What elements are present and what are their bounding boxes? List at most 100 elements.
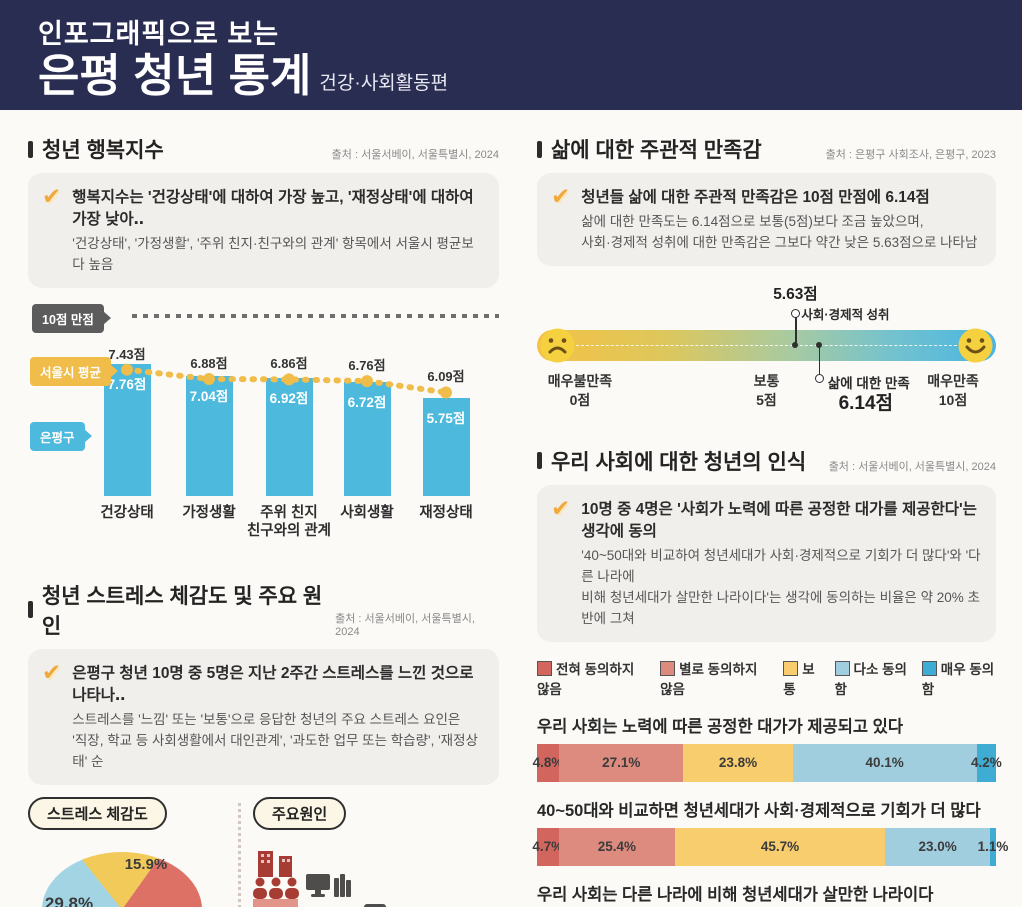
perception-callout-text: 10명 중 4명은 '사회가 노력에 따른 공정한 대가를 제공한다'는 생각에… — [581, 497, 982, 630]
happy-face-icon — [957, 327, 994, 364]
category-label: 건강상태 — [100, 504, 154, 521]
happiness-title-text: 청년 행복지수 — [42, 139, 164, 162]
marker-value: 5.63점 — [773, 285, 818, 303]
section-satisfaction: 삶에 대한 주관적 만족감 출처 : 은평구 사회조사, 은평구, 2023 ✔… — [536, 134, 996, 434]
satisfaction-source: 출처 : 은평구 사회조사, 은평구, 2023 — [825, 149, 996, 161]
stress-section-title: 청년 스트레스 체감도 및 주요 원인 — [28, 580, 335, 640]
legend-item: 보통 — [783, 658, 821, 698]
category-label: 가정생활 — [182, 504, 236, 521]
marker-label: 삶에 대한 만족 — [827, 375, 910, 391]
seoul-avg-label: 7.43점 — [108, 346, 146, 362]
seoul-avg-label: 6.76점 — [348, 357, 386, 373]
bar-value-label: 7.04점 — [189, 389, 229, 405]
satisfaction-title-text: 삶에 대한 주관적 만족감 — [550, 139, 762, 162]
perception-section-header: 우리 사회에 대한 청년의 인식 출처 : 서울서베이, 서울특별시, 2024 — [536, 446, 996, 476]
perception-summary: 10명 중 4명은 '사회가 노력에 따른 공정한 대가를 제공한다'는 생각에… — [581, 500, 977, 540]
dotted-divider — [238, 802, 241, 907]
marker-stem — [818, 345, 821, 376]
legend-item: 별로 동의하지 않음 — [660, 658, 770, 698]
bar-segment: 4.2% — [971, 743, 1002, 782]
stress-gauge-pill: 스트레스 체감도 — [28, 796, 167, 830]
stress-charts-row: 스트레스 체감도 54.3%15.9%29.8% 느낌보통느끼지 않음 주요원인… — [28, 796, 499, 907]
section-stress: 청년 스트레스 체감도 및 주요 원인 출처 : 서울서베이, 서울특별시, 2… — [28, 580, 499, 907]
happiness-callout-text: 행복지수는 '건강상태'에 대하여 가장 높고, '재정상태'에 대하여 가장 … — [72, 185, 485, 276]
bar-segment: 23.8% — [683, 743, 793, 782]
segment-value-label: 4.7% — [532, 839, 564, 855]
stacked-bar-row: 40~50대와 비교하면 청년세대가 사회·경제적으로 기회가 더 많다 4.7%… — [532, 797, 1008, 866]
satisfaction-callout: ✔ 청년들 삶에 대한 주관적 만족감은 10점 만점에 6.14점 삶에 대한… — [536, 173, 996, 266]
title-marker-icon — [28, 601, 33, 619]
pie-slice-label: 29.8% — [44, 893, 94, 907]
eunpyeong-bar: 6.72점 — [343, 381, 391, 496]
stress-summary-sub1: 스트레스를 '느낌' 또는 '보통'으로 응답한 청년의 주요 스트레스 요인은 — [72, 711, 461, 727]
stress-pie-chart: 54.3%15.9%29.8% — [28, 846, 224, 907]
bar-segment: 25.4% — [558, 827, 676, 866]
social-people-icon — [250, 851, 302, 901]
legend-square-icon — [536, 660, 552, 676]
segment-value-label: 45.7% — [760, 839, 800, 855]
stacked-bar-row: 우리 사회는 다른 나라에 비해 청년세대가 살만한 나라이다4.4%28.0%… — [537, 881, 996, 907]
happiness-section-title: 청년 행복지수 — [28, 134, 164, 164]
happiness-callout: ✔ 행복지수는 '건강상태'에 대하여 가장 높고, '재정상태'에 대하여 가… — [28, 173, 499, 288]
satisfaction-section-title: 삶에 대한 주관적 만족감 — [536, 134, 762, 164]
perception-title-text: 우리 사회에 대한 청년의 인식 — [550, 450, 807, 474]
legend-label: 별로 동의하지 않음 — [660, 661, 758, 697]
bar-segment: 1.1% — [978, 827, 1008, 866]
legend-label: 전혀 동의하지 않음 — [536, 661, 635, 697]
check-icon: ✔ — [550, 494, 571, 521]
stress-section-header: 청년 스트레스 체감도 및 주요 원인 출처 : 서울서베이, 서울특별시, 2… — [28, 580, 499, 640]
category-label: 사회생활 — [340, 504, 394, 521]
sad-face-icon — [539, 327, 576, 364]
bar-value-label: 6.92점 — [269, 391, 309, 407]
bar-segment: 40.1% — [792, 743, 977, 782]
legend-label: 다소 동의함 — [834, 661, 907, 697]
seoul-avg-label: 6.09점 — [427, 369, 465, 385]
left-column: 청년 행복지수 출처 : 서울서베이, 서울특별시, 2024 ✔ 행복지수는 … — [28, 122, 499, 907]
legend-square-icon — [783, 660, 799, 676]
happiness-chart: 10점 만점 7.76점 건강상태 7.43점 7.04점 가정생활 6.88점 6.92점 주… — [28, 300, 499, 568]
stress-callout-text: 은평구 청년 10명 중 5명은 지난 2주간 스트레스를 느낀 것으로 나타나… — [72, 661, 485, 773]
title-marker-icon — [536, 140, 542, 158]
page-subtitle: 건강·사회활동편 — [319, 73, 449, 94]
marker-value: 6.14점 — [838, 392, 894, 414]
segment-value-label: 1.1% — [977, 839, 1009, 855]
segment-value-label: 4.8% — [532, 755, 564, 771]
cause-bar: 60.2% — [253, 899, 298, 907]
section-perception: 우리 사회에 대한 청년의 인식 출처 : 서울서베이, 서울특별시, 2024… — [532, 446, 1008, 907]
seoul-average-badge: 서울시 평균 — [30, 356, 111, 386]
bar-value-label: 60.2% — [247, 905, 304, 907]
stress-cause-block: 주요원인 60.2%사회생활 대인관계54.7%과도한 업무 학습량38.8%재… — [250, 796, 499, 907]
scale-min-label: 매우불만족 0점 — [547, 372, 613, 408]
marker-point — [792, 341, 799, 348]
bar-segment: 4.7% — [532, 827, 563, 866]
finance-icon — [358, 900, 410, 907]
title-marker-icon — [28, 140, 33, 158]
pie-slice-label: 15.9% — [124, 855, 168, 873]
max-score-badge: 10점 만점 — [32, 303, 104, 333]
bar-value-label: 6.72점 — [347, 394, 387, 410]
legend-item: 전혀 동의하지 않음 — [536, 658, 647, 698]
legend-square-icon — [834, 660, 850, 676]
page-title: 은평 청년 통계 — [38, 50, 312, 101]
header-title-line: 은평 청년 통계 건강·사회활동편 — [38, 53, 1022, 98]
eunpyeong-bar: 6.92점 — [265, 378, 313, 496]
legend-square-icon — [660, 660, 676, 676]
eunpyeong-bar: 5.75점 — [422, 398, 470, 496]
legend-item: 다소 동의함 — [834, 658, 909, 698]
satisfaction-summary-sub2: 사회·경제적 성취에 대한 만족감은 그보다 약간 낮은 5.63점으로 나타남 — [581, 234, 978, 250]
segment-value-label: 4.2% — [970, 755, 1002, 771]
perception-summary-sub2: 비해 청년세대가 살만한 나라이다'는 생각에 동의하는 비율은 약 20% 초… — [581, 589, 980, 626]
pie-3d-body — [42, 851, 202, 907]
bar-segment: 4.8% — [533, 743, 563, 782]
stress-gauge-block: 스트레스 체감도 54.3%15.9%29.8% 느낌보통느끼지 않음 — [28, 796, 228, 907]
content-area: 청년 행복지수 출처 : 서울서베이, 서울특별시, 2024 ✔ 행복지수는 … — [0, 110, 1022, 907]
happiness-section-header: 청년 행복지수 출처 : 서울서베이, 서울특별시, 2024 — [28, 134, 499, 164]
stress-callout: ✔ 은평구 청년 10명 중 5명은 지난 2주간 스트레스를 느낀 것으로 나… — [28, 648, 499, 785]
stress-summary-sub2: '직장, 학교 등 사회생활에서 대인관계', '과도한 업무 또는 학습량',… — [72, 732, 478, 769]
satisfaction-callout-text: 청년들 삶에 대한 주관적 만족감은 10점 만점에 6.14점 삶에 대한 만… — [581, 185, 977, 254]
segment-value-label: 23.0% — [918, 839, 957, 855]
marker-stem — [795, 313, 797, 344]
stacked-bar-row: 우리 사회는 노력에 따른 공정한 대가가 제공되고 있다 4.8% 27.1% 23… — [533, 713, 1002, 782]
bar-segment: 27.1% — [559, 743, 684, 782]
perception-callout: ✔ 10명 중 4명은 '사회가 노력에 따른 공정한 대가를 제공한다'는 생… — [536, 484, 996, 642]
